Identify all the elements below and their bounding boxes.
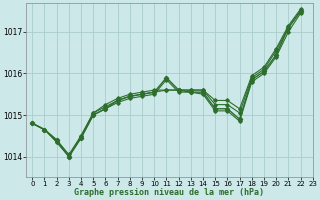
X-axis label: Graphe pression niveau de la mer (hPa): Graphe pression niveau de la mer (hPa): [75, 188, 265, 197]
